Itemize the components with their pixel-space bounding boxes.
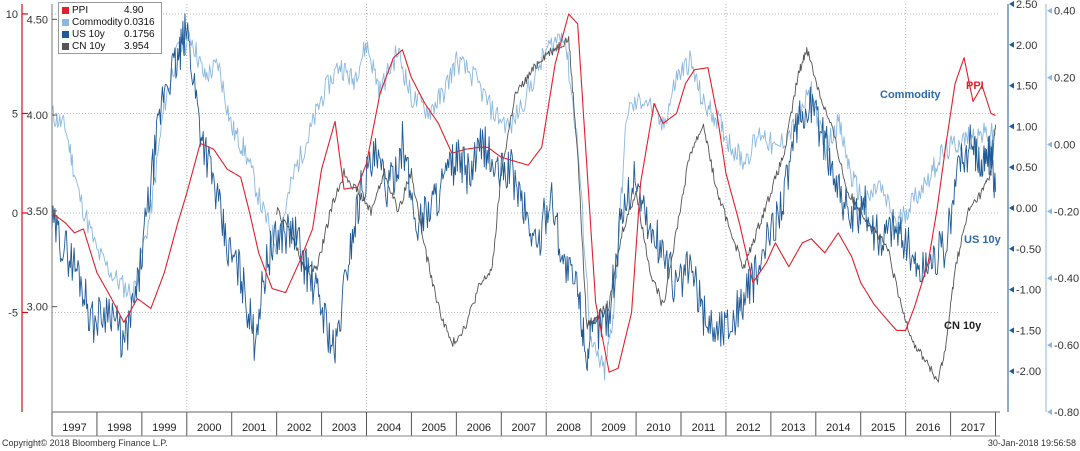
us10y-tick-label: 1.50 (1016, 81, 1037, 93)
legend-label: PPI (72, 4, 89, 16)
legend-item-cn10y: CN 10y 3.954 (62, 40, 158, 52)
us10y-tick-label: -1.00 (1016, 285, 1041, 297)
commodity-tick (1047, 141, 1052, 148)
us10y-tick-label: 1.00 (1016, 121, 1037, 133)
us10y-tick-label: 2.00 (1016, 40, 1037, 52)
legend-value: 0.0316 (124, 16, 155, 28)
timestamp-text: 30-Jan-2018 19:56:58 (987, 438, 1076, 448)
axes (21, 1, 1052, 437)
x-tick-label: 2002 (287, 422, 311, 434)
annotation-us10y: US 10y (964, 234, 1001, 246)
us10y-tick-label: 2.50 (1016, 0, 1037, 11)
us10y-tick (1009, 286, 1014, 293)
x-tick-label: 2005 (422, 422, 446, 434)
x-tick-label: 2008 (556, 422, 580, 434)
legend: PPI 4.90 Commodity 0.0316 US 10y 0.1756 … (58, 2, 162, 54)
x-tick-label: 1997 (62, 422, 86, 434)
commodity-tick (1047, 342, 1052, 349)
legend-label: Commodity (72, 16, 123, 28)
x-tick-label: 2017 (961, 422, 985, 434)
commodity-tick (1047, 7, 1052, 14)
legend-value: 4.90 (124, 4, 144, 16)
us10y-tick (1009, 123, 1014, 130)
us10y-tick (1009, 245, 1014, 252)
cn10y-tick-label: 3.00 (27, 302, 48, 314)
annotation-ppi: PPI (966, 80, 984, 92)
ppi-tick-label: 0 (12, 208, 18, 220)
us10y-tick (1009, 164, 1014, 171)
x-tick-label: 2012 (736, 422, 760, 434)
commodity-tick-label: -0.80 (1054, 407, 1079, 419)
legend-swatch (62, 30, 69, 38)
x-tick-label: 2003 (332, 422, 356, 434)
commodity-tick (1047, 208, 1052, 215)
us10y-tick (1009, 205, 1014, 211)
x-tick-label: 2007 (512, 422, 536, 434)
x-tick-label: 2006 (467, 422, 491, 434)
x-tick-label: 2004 (377, 422, 401, 434)
series-line-commodity (51, 29, 996, 381)
commodity-tick-label: 0.00 (1054, 139, 1075, 151)
us10y-tick (1009, 368, 1014, 375)
commodity-tick-label: 0.40 (1054, 6, 1075, 18)
gridlines (52, 4, 1000, 412)
commodity-tick (1047, 409, 1052, 415)
x-tick-label: 2001 (242, 422, 266, 434)
us10y-tick-label: -2.00 (1016, 366, 1041, 378)
legend-swatch (62, 42, 69, 50)
x-tick-label: 2009 (601, 422, 625, 434)
x-tick-label: 2014 (826, 422, 850, 434)
commodity-tick-label: -0.40 (1054, 273, 1079, 285)
ppi-tick-label: 10 (6, 9, 18, 21)
annotation-commodity: Commodity (880, 89, 941, 101)
us10y-tick (1009, 41, 1014, 48)
cn10y-tick-label: 4.50 (27, 14, 48, 26)
legend-item-ppi: PPI 4.90 (62, 4, 158, 16)
legend-value: 0.1756 (124, 28, 155, 40)
commodity-tick-label: -0.20 (1054, 206, 1079, 218)
us10y-tick (1009, 82, 1014, 89)
year-separators (51, 412, 997, 436)
tick-labels: 1997 1998 1999 2000 2001 2002 2003 2004 2005 2006… (6, 0, 1079, 434)
legend-swatch (62, 18, 69, 26)
us10y-tick-label: 0.50 (1016, 162, 1037, 174)
us10y-tick-label: -0.50 (1016, 244, 1041, 256)
commodity-tick-label: 0.20 (1054, 73, 1075, 85)
commodity-tick-label: -0.60 (1054, 340, 1079, 352)
commodity-tick (1047, 275, 1052, 282)
x-tick-label: 2000 (197, 422, 221, 434)
legend-label: US 10y (72, 28, 105, 40)
x-tick-label: 2011 (692, 422, 716, 434)
series-lines (51, 13, 996, 383)
us10y-tick (1009, 1, 1014, 7)
x-tick-label: 2013 (781, 422, 805, 434)
us10y-tick-label: -1.50 (1016, 325, 1041, 337)
ppi-tick-label: 5 (12, 108, 18, 120)
us10y-tick (1009, 327, 1014, 334)
legend-item-us10y: US 10y 0.1756 (62, 28, 158, 40)
x-tick-label: 2015 (871, 422, 895, 434)
annotation-cn10y: CN 10y (944, 320, 982, 332)
legend-swatch (62, 6, 69, 14)
ppi-tick-label: -5 (8, 307, 18, 319)
legend-value: 3.954 (124, 40, 150, 52)
us10y-tick-label: 0.00 (1016, 203, 1037, 215)
x-tick-label: 1998 (107, 422, 131, 434)
series-line-us-10y (51, 13, 996, 372)
commodity-tick (1047, 74, 1052, 81)
series-line-cn-10y (276, 36, 996, 383)
x-tick-label: 2016 (916, 422, 940, 434)
x-tick-label: 1999 (152, 422, 176, 434)
cn10y-tick-label: 3.50 (27, 206, 48, 218)
legend-item-commodity: Commodity 0.0316 (62, 16, 158, 28)
cn10y-tick-label: 4.00 (27, 110, 48, 122)
x-tick-label: 2010 (646, 422, 670, 434)
series-line-ppi (51, 13, 996, 373)
copyright-text: Copyright© 2018 Bloomberg Finance L.P. (2, 438, 168, 448)
legend-label: CN 10y (72, 40, 106, 52)
